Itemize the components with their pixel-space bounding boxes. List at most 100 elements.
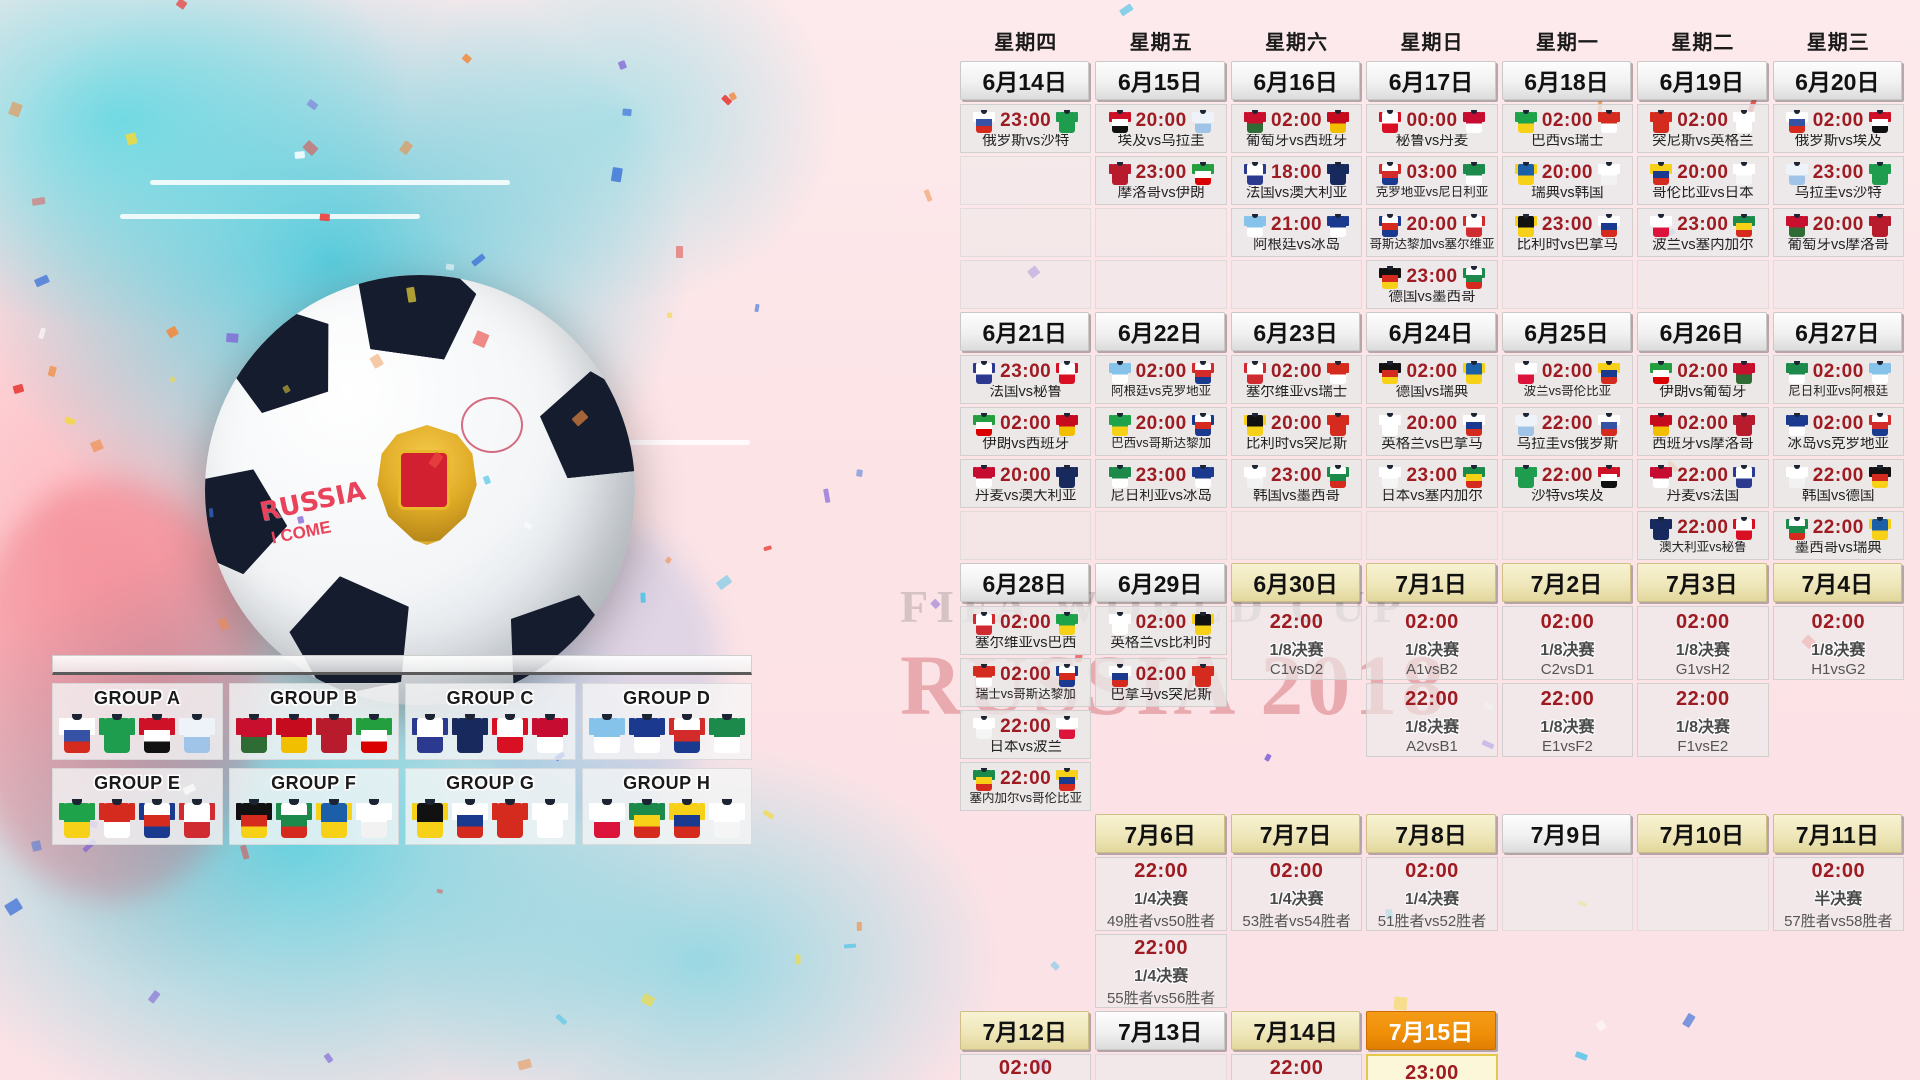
date-header-7月10日[interactable]: 7月10日 bbox=[1637, 814, 1767, 853]
match-cell[interactable]: 20:00 葡萄牙vs摩洛哥 bbox=[1772, 208, 1904, 257]
date-header-7月7日[interactable]: 7月7日 bbox=[1230, 814, 1361, 853]
match-cell[interactable]: 02:00 伊朗vs葡萄牙 bbox=[1637, 355, 1769, 404]
match-cell[interactable]: 23:00 波兰vs塞内加尔 bbox=[1637, 208, 1769, 257]
knockout-match-cell[interactable]: 02:00 1/4决赛 53胜者vs54胜者 bbox=[1230, 857, 1363, 931]
match-cell[interactable]: 02:00 塞尔维亚vs瑞士 bbox=[1230, 355, 1363, 404]
date-header-7月13日[interactable]: 7月13日 bbox=[1095, 1011, 1225, 1050]
match-cell[interactable]: 20:00 巴西vs哥斯达黎加 bbox=[1095, 407, 1227, 456]
match-cell[interactable]: 21:00 阿根廷vs冰岛 bbox=[1230, 208, 1363, 257]
date-header-6月22日[interactable]: 6月22日 bbox=[1095, 312, 1225, 351]
date-header-6月23日[interactable]: 6月23日 bbox=[1230, 312, 1361, 351]
match-cell[interactable]: 22:00 澳大利亚vs秘鲁 bbox=[1637, 511, 1769, 560]
date-header-6月21日[interactable]: 6月21日 bbox=[960, 312, 1090, 351]
match-cell[interactable]: 02:00 俄罗斯vs埃及 bbox=[1772, 104, 1904, 153]
knockout-match-cell[interactable]: 02:00 1/8决赛 A1vsB2 bbox=[1366, 606, 1498, 680]
match-cell[interactable]: 20:00 英格兰vs巴拿马 bbox=[1366, 407, 1498, 456]
match-cell[interactable]: 20:00 丹麦vs澳大利亚 bbox=[960, 459, 1092, 508]
date-header-7月4日[interactable]: 7月4日 bbox=[1772, 563, 1902, 602]
date-header-7月6日[interactable]: 7月6日 bbox=[1095, 814, 1225, 853]
match-cell[interactable]: 02:00 塞尔维亚vs巴西 bbox=[960, 606, 1092, 655]
date-header-6月27日[interactable]: 6月27日 bbox=[1772, 312, 1902, 351]
match-cell[interactable]: 00:00 秘鲁vs丹麦 bbox=[1366, 104, 1498, 153]
date-header-7月11日[interactable]: 7月11日 bbox=[1772, 814, 1902, 853]
match-cell[interactable]: 02:00 阿根廷vs克罗地亚 bbox=[1095, 355, 1227, 404]
group-box-b[interactable]: GROUP B bbox=[228, 683, 399, 760]
match-cell[interactable]: 02:00 德国vs瑞典 bbox=[1366, 355, 1498, 404]
knockout-match-cell[interactable]: 22:00 1/4决赛 55胜者vs56胜者 bbox=[1095, 934, 1227, 1008]
match-cell[interactable]: 22:00 日本vs波兰 bbox=[960, 710, 1092, 759]
match-cell[interactable]: 23:00 法国vs秘鲁 bbox=[960, 355, 1092, 404]
date-header-6月18日[interactable]: 6月18日 bbox=[1501, 61, 1632, 100]
date-header-7月9日[interactable]: 7月9日 bbox=[1501, 814, 1632, 853]
match-cell[interactable]: 02:00 伊朗vs西班牙 bbox=[960, 407, 1092, 456]
match-cell[interactable]: 23:00 韩国vs墨西哥 bbox=[1230, 459, 1363, 508]
date-header-6月14日[interactable]: 6月14日 bbox=[960, 61, 1090, 100]
knockout-match-cell[interactable]: 02:00 1/8决赛 G1vsH2 bbox=[1637, 606, 1769, 680]
date-header-6月17日[interactable]: 6月17日 bbox=[1366, 61, 1496, 100]
knockout-match-cell[interactable]: 22:00 1/8决赛 C1vsD2 bbox=[1230, 606, 1363, 680]
knockout-match-cell[interactable]: 22:00 1/8决赛 F1vsE2 bbox=[1637, 683, 1769, 757]
match-cell[interactable]: 23:00 摩洛哥vs伊朗 bbox=[1095, 156, 1227, 205]
match-cell[interactable]: 22:00 乌拉圭vs俄罗斯 bbox=[1501, 407, 1634, 456]
match-cell[interactable]: 02:00 波兰vs哥伦比亚 bbox=[1501, 355, 1634, 404]
knockout-match-cell[interactable]: 22:00 1/8决赛 A2vsB1 bbox=[1366, 683, 1498, 757]
match-cell[interactable]: 22:00 塞内加尔vs哥伦比亚 bbox=[960, 762, 1092, 811]
knockout-match-cell[interactable]: 22:00三四名决赛61负者vs62负者 bbox=[1230, 1054, 1363, 1080]
date-header-6月29日[interactable]: 6月29日 bbox=[1095, 563, 1225, 602]
match-cell[interactable]: 20:00 瑞典vs韩国 bbox=[1501, 156, 1634, 205]
knockout-match-cell[interactable]: 22:00 1/8决赛 E1vsF2 bbox=[1501, 683, 1634, 757]
match-cell[interactable]: 02:00 巴西vs瑞士 bbox=[1501, 104, 1634, 153]
date-header-7月1日[interactable]: 7月1日 bbox=[1366, 563, 1496, 602]
match-cell[interactable]: 23:00 比利时vs巴拿马 bbox=[1501, 208, 1634, 257]
match-cell[interactable]: 20:00 哥伦比亚vs日本 bbox=[1637, 156, 1769, 205]
match-cell[interactable]: 02:00 尼日利亚vs阿根廷 bbox=[1772, 355, 1904, 404]
match-cell[interactable]: 02:00 葡萄牙vs西班牙 bbox=[1230, 104, 1363, 153]
date-header-6月28日[interactable]: 6月28日 bbox=[960, 563, 1090, 602]
match-cell[interactable]: 20:00 埃及vs乌拉圭 bbox=[1095, 104, 1227, 153]
match-cell[interactable]: 23:00 尼日利亚vs冰岛 bbox=[1095, 459, 1227, 508]
date-header-6月24日[interactable]: 6月24日 bbox=[1366, 312, 1496, 351]
knockout-match-cell[interactable]: 22:00 1/4决赛 49胜者vs50胜者 bbox=[1095, 857, 1227, 931]
match-cell[interactable]: 23:00 乌拉圭vs沙特 bbox=[1772, 156, 1904, 205]
match-cell[interactable]: 02:00 冰岛vs克罗地亚 bbox=[1772, 407, 1904, 456]
match-cell[interactable]: 22:00 沙特vs埃及 bbox=[1501, 459, 1634, 508]
match-cell[interactable]: 02:00 巴拿马vs突尼斯 bbox=[1095, 658, 1227, 707]
date-header-7月14日[interactable]: 7月14日 bbox=[1230, 1011, 1361, 1050]
knockout-match-cell[interactable]: 02:00 1/8决赛 H1vsG2 bbox=[1772, 606, 1904, 680]
date-header-7月3日[interactable]: 7月3日 bbox=[1637, 563, 1767, 602]
group-box-d[interactable]: GROUP D bbox=[581, 683, 752, 760]
group-box-f[interactable]: GROUP F bbox=[228, 768, 399, 845]
date-header-7月2日[interactable]: 7月2日 bbox=[1501, 563, 1632, 602]
date-header-6月25日[interactable]: 6月25日 bbox=[1501, 312, 1632, 351]
match-cell[interactable]: 23:00 俄罗斯vs沙特 bbox=[960, 104, 1092, 153]
group-box-g[interactable]: GROUP G bbox=[405, 768, 576, 845]
match-cell[interactable]: 02:00 突尼斯vs英格兰 bbox=[1637, 104, 1769, 153]
date-header-7月15日[interactable]: 7月15日 bbox=[1366, 1011, 1496, 1050]
group-box-e[interactable]: GROUP E bbox=[52, 768, 223, 845]
match-cell[interactable]: 02:00 西班牙vs摩洛哥 bbox=[1637, 407, 1769, 456]
group-box-a[interactable]: GROUP A bbox=[52, 683, 223, 760]
match-cell[interactable]: 22:00 丹麦vs法国 bbox=[1637, 459, 1769, 508]
match-cell[interactable]: 02:00 英格兰vs比利时 bbox=[1095, 606, 1227, 655]
match-cell[interactable]: 20:00 比利时vs突尼斯 bbox=[1230, 407, 1363, 456]
knockout-match-cell[interactable]: 02:00半决赛59胜者vs60胜者 bbox=[960, 1054, 1092, 1080]
date-header-6月15日[interactable]: 6月15日 bbox=[1095, 61, 1225, 100]
date-header-7月12日[interactable]: 7月12日 bbox=[960, 1011, 1090, 1050]
knockout-match-cell[interactable]: 02:00 半决赛 57胜者vs58胜者 bbox=[1772, 857, 1904, 931]
knockout-match-cell[interactable]: 02:00 1/4决赛 51胜者vs52胜者 bbox=[1366, 857, 1498, 931]
date-header-6月19日[interactable]: 6月19日 bbox=[1637, 61, 1767, 100]
match-cell[interactable]: 23:00 德国vs墨西哥 bbox=[1366, 260, 1498, 309]
date-header-6月20日[interactable]: 6月20日 bbox=[1772, 61, 1902, 100]
date-header-6月16日[interactable]: 6月16日 bbox=[1230, 61, 1361, 100]
match-cell[interactable]: 23:00 日本vs塞内加尔 bbox=[1366, 459, 1498, 508]
date-header-6月30日[interactable]: 6月30日 bbox=[1230, 563, 1361, 602]
match-cell[interactable]: 20:00 哥斯达黎加vs塞尔维亚 bbox=[1366, 208, 1498, 257]
match-cell[interactable]: 22:00 墨西哥vs瑞典 bbox=[1772, 511, 1904, 560]
date-header-6月26日[interactable]: 6月26日 bbox=[1637, 312, 1767, 351]
group-box-h[interactable]: GROUP H bbox=[581, 768, 752, 845]
final-match-cell[interactable]: 23:00决 赛 bbox=[1366, 1054, 1498, 1080]
group-box-c[interactable]: GROUP C bbox=[405, 683, 576, 760]
date-header-7月8日[interactable]: 7月8日 bbox=[1366, 814, 1496, 853]
knockout-match-cell[interactable]: 02:00 1/8决赛 C2vsD1 bbox=[1501, 606, 1634, 680]
match-cell[interactable]: 02:00 瑞士vs哥斯达黎加 bbox=[960, 658, 1092, 707]
